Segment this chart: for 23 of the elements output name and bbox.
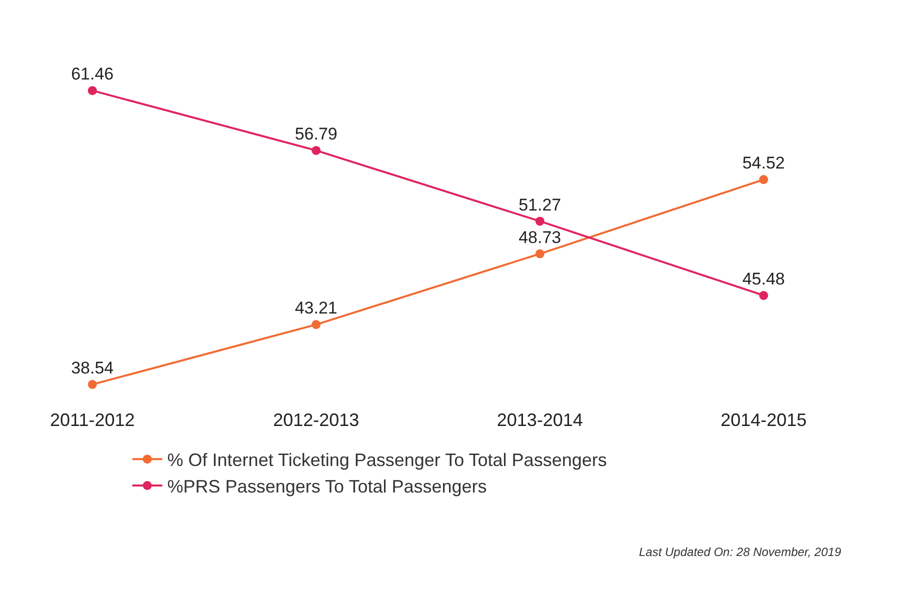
data-label: 48.73 bbox=[518, 228, 562, 247]
x-tick-label: 2014-2015 bbox=[720, 410, 807, 430]
x-tick-label: 2013-2014 bbox=[496, 410, 583, 430]
data-label: 43.21 bbox=[294, 298, 338, 318]
x-tick-label: 2012-2013 bbox=[273, 410, 360, 430]
x-tick-label: 2011-2012 bbox=[50, 410, 135, 430]
point bbox=[759, 175, 768, 184]
legend-label: % Of Internet Ticketing Passenger To Total Passengers bbox=[167, 450, 607, 470]
text: Last Updated On: 28 November, 2019 bbox=[639, 545, 842, 559]
data-label: 54.52 bbox=[742, 154, 785, 173]
point bbox=[88, 380, 97, 389]
data-label: 38.54 bbox=[71, 358, 114, 378]
point bbox=[535, 216, 544, 226]
data-label: 51.27 bbox=[518, 195, 562, 214]
point bbox=[759, 290, 768, 300]
data-label: 45.48 bbox=[742, 270, 785, 289]
point bbox=[312, 146, 321, 155]
data-label: 61.46 bbox=[71, 64, 114, 84]
data-label: 56.79 bbox=[294, 124, 338, 144]
legend-label: %PRS Passengers To Total Passengers bbox=[167, 476, 487, 497]
point bbox=[312, 320, 321, 330]
point bbox=[88, 86, 97, 96]
point bbox=[535, 249, 544, 258]
